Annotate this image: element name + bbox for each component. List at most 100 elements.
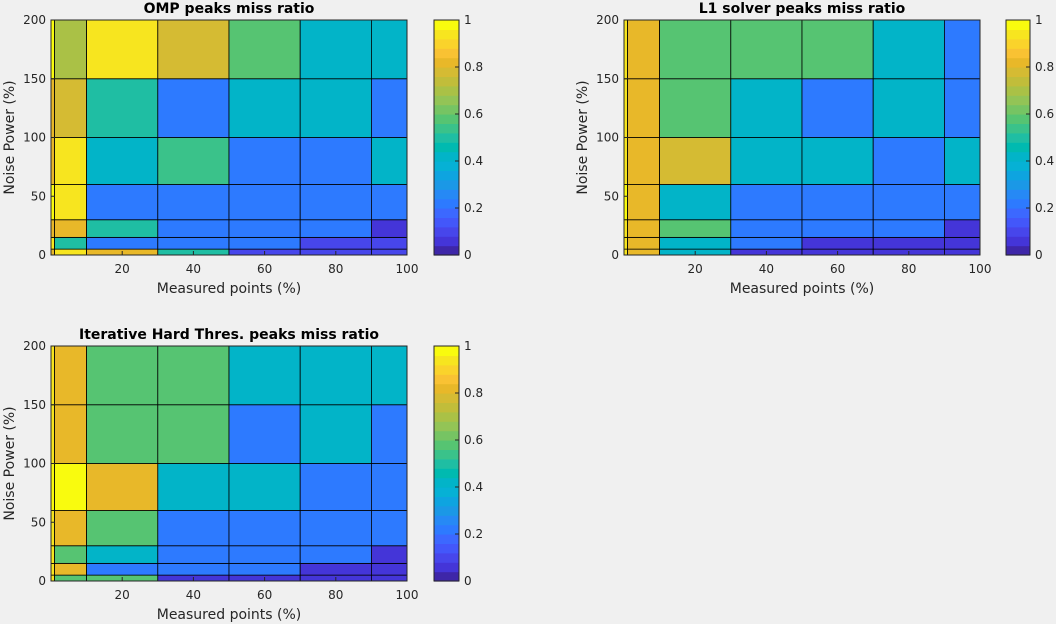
heatmap-cell — [659, 137, 732, 185]
heatmap-cell — [623, 19, 628, 80]
heatmap-cell — [627, 184, 660, 221]
colorbar-segment — [434, 430, 459, 441]
colorbar-segment — [1006, 20, 1030, 30]
heatmap-cell — [86, 78, 159, 138]
colorbar-segment — [434, 67, 459, 77]
heatmap-cell — [86, 219, 159, 238]
x-tick-label: 100 — [969, 262, 992, 276]
y-tick-label: 100 — [596, 131, 619, 145]
heatmap-cell — [370, 562, 408, 576]
colorbar-segment — [1006, 245, 1030, 256]
heatmap-cell — [54, 248, 88, 256]
heatmap-cell — [50, 78, 55, 138]
colorbar-segment — [434, 468, 459, 479]
heatmap-cell — [370, 248, 408, 256]
heatmap-cell — [299, 184, 372, 221]
colorbar-segment — [434, 48, 459, 59]
heatmap-cell — [370, 137, 408, 185]
heatmap-cell — [86, 236, 159, 250]
heatmap-cell — [872, 184, 945, 221]
heatmap-panel-1: 20 40 60 80 100 0 50 100 150 200 OMP peaks miss ra… — [2, 1, 483, 297]
y-tick-label: 200 — [23, 13, 46, 27]
colorbar-segment — [434, 374, 459, 385]
y-tick-label: 100 — [23, 131, 46, 145]
colorbar-segment — [1006, 142, 1030, 153]
colorbar-segment — [434, 402, 459, 413]
y-tick-label: 50 — [604, 189, 619, 203]
heatmap-cell — [872, 219, 945, 238]
heatmap-cell — [54, 562, 88, 576]
y-tick-label: 0 — [38, 574, 46, 588]
colorbar-segment — [434, 189, 459, 200]
colorbar-segment — [1006, 95, 1030, 106]
colorbar-segment — [434, 114, 459, 124]
heatmap-cell — [54, 236, 88, 250]
heatmap-cell — [86, 19, 159, 80]
y-axis-label: Noise Power (%) — [2, 406, 18, 520]
heatmap-cell — [801, 184, 874, 221]
colorbar-segment — [434, 505, 459, 516]
y-tick-label: 50 — [31, 515, 46, 529]
heatmap-cell — [50, 404, 55, 464]
colorbar-segment — [434, 151, 459, 162]
heatmap-cell — [370, 236, 408, 250]
colorbar-segment — [434, 20, 459, 30]
heatmap-cell — [86, 545, 159, 564]
colorbar-segment — [1006, 217, 1030, 228]
heatmap-cell — [730, 78, 803, 138]
heatmap-cell — [86, 562, 159, 576]
heatmap-cell — [54, 404, 88, 464]
colorbar-tick-label: 0.4 — [1035, 154, 1054, 168]
heatmap-cell — [801, 219, 874, 238]
heatmap-cell — [659, 19, 732, 80]
colorbar-tick-label: 1 — [1035, 13, 1043, 27]
colorbar-segment — [434, 104, 459, 115]
colorbar-segment — [1006, 104, 1030, 115]
x-tick-label: 40 — [186, 262, 201, 276]
colorbar-segment — [434, 562, 459, 573]
colorbar-tick-label: 0.6 — [464, 107, 483, 121]
heatmap-cell — [623, 248, 628, 256]
colorbar-tick-label: 1 — [464, 13, 472, 27]
x-tick-label: 80 — [328, 588, 343, 602]
heatmap-cell — [627, 137, 660, 185]
heatmap-cell — [86, 345, 159, 406]
colorbar-segment — [1006, 132, 1030, 143]
heatmap-cell — [50, 574, 55, 582]
heatmap-cell — [623, 184, 628, 221]
heatmap-cell — [50, 545, 55, 564]
colorbar-tick-label: 0.2 — [464, 201, 483, 215]
heatmap-cell — [50, 510, 55, 547]
heatmap-cell — [54, 463, 88, 511]
colorbar-segment — [434, 487, 459, 497]
heatmap-cell — [157, 345, 230, 406]
colorbar-segment — [434, 123, 459, 134]
heatmap-cell — [944, 236, 981, 250]
colorbar-segment — [434, 393, 459, 403]
x-tick-label: 60 — [257, 262, 272, 276]
colorbar-segment — [434, 245, 459, 256]
heatmap-cell — [157, 19, 230, 80]
heatmap-cell — [370, 184, 408, 221]
colorbar-tick-label: 0 — [1035, 248, 1043, 262]
heatmap-cell — [944, 19, 981, 80]
y-axis-label: Noise Power (%) — [2, 80, 18, 194]
heatmap-cell — [801, 236, 874, 250]
y-tick-label: 0 — [611, 248, 619, 262]
heatmap-cell — [659, 78, 732, 138]
colorbar-segment — [434, 449, 459, 460]
heatmap-cell — [730, 184, 803, 221]
colorbar-segment — [434, 364, 459, 375]
y-axis-label: Noise Power (%) — [575, 80, 591, 194]
heatmap-cell — [872, 19, 945, 80]
heatmap-cell — [627, 19, 660, 80]
heatmap-cell — [872, 236, 945, 250]
colorbar-segment — [434, 543, 459, 554]
heatmap-cell — [157, 463, 230, 511]
colorbar-segment — [434, 76, 459, 87]
heatmap-cell — [228, 404, 301, 464]
colorbar-segment — [434, 132, 459, 143]
heatmap-cell — [228, 510, 301, 547]
heatmap-cell — [228, 545, 301, 564]
colorbar-segment — [1006, 123, 1030, 134]
